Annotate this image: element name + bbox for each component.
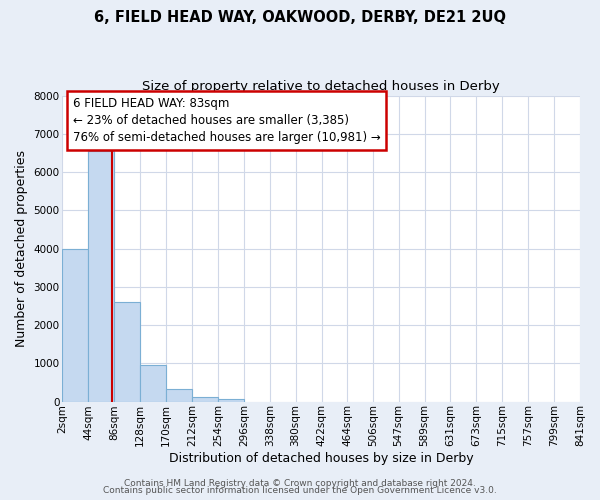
Text: 6 FIELD HEAD WAY: 83sqm
← 23% of detached houses are smaller (3,385)
76% of semi: 6 FIELD HEAD WAY: 83sqm ← 23% of detache… bbox=[73, 97, 380, 144]
Title: Size of property relative to detached houses in Derby: Size of property relative to detached ho… bbox=[142, 80, 500, 93]
Bar bbox=[114, 302, 140, 402]
Bar bbox=[88, 151, 114, 402]
Y-axis label: Number of detached properties: Number of detached properties bbox=[15, 150, 28, 347]
Text: Contains public sector information licensed under the Open Government Licence v3: Contains public sector information licen… bbox=[103, 486, 497, 495]
Bar bbox=[140, 365, 166, 402]
Bar bbox=[218, 399, 244, 402]
Text: 6, FIELD HEAD WAY, OAKWOOD, DERBY, DE21 2UQ: 6, FIELD HEAD WAY, OAKWOOD, DERBY, DE21 … bbox=[94, 10, 506, 25]
Text: Contains HM Land Registry data © Crown copyright and database right 2024.: Contains HM Land Registry data © Crown c… bbox=[124, 478, 476, 488]
Bar bbox=[192, 396, 218, 402]
Bar bbox=[166, 390, 192, 402]
Bar bbox=[62, 248, 88, 402]
X-axis label: Distribution of detached houses by size in Derby: Distribution of detached houses by size … bbox=[169, 452, 473, 465]
